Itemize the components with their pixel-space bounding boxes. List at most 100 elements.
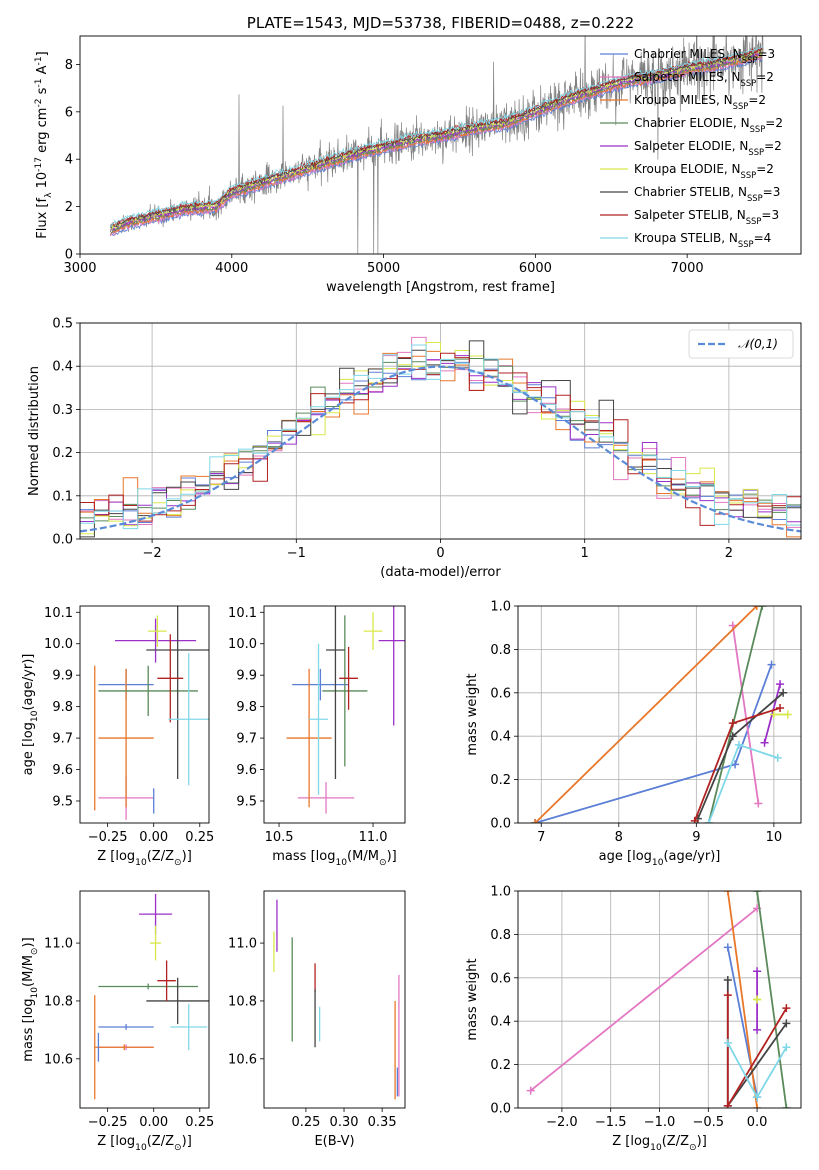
age-vs-Z-frame [79, 605, 210, 824]
y-tick-label: 11.0 [228, 937, 257, 952]
x-tick-label: −1 [287, 546, 306, 561]
y-tick-label: 0 [65, 248, 73, 263]
age-vs-Z-axes: −0.25 0.00 0.25 9.5 9.6 9.7 9.8 9.9 10.0 10.1 Z [l… [21, 606, 214, 868]
residual-histograms [80, 336, 801, 539]
weight-marker [782, 1004, 791, 1013]
residuals-axes: −2 −1 0 1 2 0.0 0.1 0.2 0.3 0.4 0.5 (data-model)/er… [27, 317, 801, 580]
figure-title: PLATE=1543, MJD=53738, FIBERID=0488, z=0… [247, 14, 634, 32]
age-vs-mass-frame [263, 605, 406, 824]
weight-vs-age-frame [517, 605, 802, 824]
weight-marker [783, 710, 792, 719]
y-tick-label: 0.6 [490, 971, 511, 986]
model-spectrum-line [110, 53, 763, 234]
x-axis-label: (data-model)/error [380, 565, 501, 580]
y-tick-label: 0.2 [490, 1058, 511, 1073]
age-vs-mass-points [286, 606, 405, 814]
y-tick-label: 0.8 [490, 928, 511, 943]
legend-entry: Chabrier ELODIE, NSSP=2 [634, 116, 783, 134]
weight-marker [728, 621, 737, 630]
x-tick-label: 0.25 [185, 830, 214, 845]
residuals-frame [79, 322, 802, 540]
mass-vs-EBV-axes: 0.25 0.30 0.35 10.6 10.8 11.0 E(B-V) [228, 937, 397, 1149]
y-tick-label: 10.0 [228, 637, 257, 652]
weight-marker [753, 891, 762, 895]
y-tick-label: 9.7 [236, 732, 257, 747]
x-tick-label: 10 [766, 830, 783, 845]
weight-marker [723, 943, 732, 952]
x-tick-label: 0.00 [139, 1115, 168, 1130]
y-tick-label: 9.9 [52, 669, 73, 684]
y-tick-label: 0.4 [52, 360, 73, 375]
x-tick-label: 7 [537, 830, 545, 845]
x-axis-label: Z [log10(Z/Z⊙)] [97, 1134, 192, 1153]
legend-entry: Salpeter STELIB, NSSP=3 [634, 208, 779, 226]
x-tick-label: 9 [692, 830, 700, 845]
weight-marker [782, 1043, 791, 1052]
y-tick-label: 9.7 [52, 732, 73, 747]
y-tick-label: 10.8 [44, 994, 73, 1009]
legend-entry: Chabrier MILES, NSSP=3 [634, 47, 775, 65]
weight-marker [773, 753, 782, 762]
weight-marker [753, 995, 762, 1004]
x-tick-label: −0.25 [88, 830, 128, 845]
x-tick-label: 0.25 [291, 1115, 320, 1130]
weight-marker [752, 606, 761, 610]
y-tick-label: 2 [65, 200, 73, 215]
legend-entry: Chabrier STELIB, NSSP=3 [634, 185, 780, 203]
weight-marker [704, 819, 713, 823]
x-tick-label: −0.5 [693, 1115, 725, 1130]
y-tick-label: 0.8 [490, 643, 511, 658]
weight-marker [754, 799, 763, 808]
x-tick-label: 11.0 [359, 830, 388, 845]
x-tick-label: 7000 [671, 261, 704, 276]
x-axis-label: Z [log10(Z/Z⊙)] [97, 849, 192, 868]
x-tick-label: 8 [615, 830, 623, 845]
x-tick-label: −0.25 [88, 1115, 128, 1130]
legend-entry: Kroupa ELODIE, NSSP=2 [634, 162, 774, 180]
y-tick-label: 0.3 [52, 403, 73, 418]
spectrum-axes: 3000 4000 5000 6000 7000 0 2 4 6 8 wavelength [Ang… [34, 51, 704, 295]
weight-marker [753, 1025, 762, 1034]
weight-marker [776, 680, 785, 689]
y-tick-label: 10.6 [228, 1052, 257, 1067]
mass-vs-EBV-points [273, 899, 400, 1100]
y-tick-label: 6 [65, 105, 73, 120]
x-axis-label: E(B-V) [314, 1134, 354, 1149]
weight-marker [769, 710, 778, 719]
y-tick-label: 10.1 [44, 606, 73, 621]
spectrum-frame [79, 35, 802, 255]
y-tick-label: 9.5 [52, 794, 73, 809]
weight-vs-Z-frame [517, 890, 802, 1109]
legend-entry: Salpeter MILES, NSSP=2 [634, 70, 774, 88]
age-vs-Z-points [94, 606, 209, 820]
y-tick-label: 0.0 [52, 533, 73, 548]
weight-marker [690, 816, 699, 823]
y-tick-label: 0.4 [490, 1015, 511, 1030]
weight-marker [767, 660, 776, 669]
model-spectrum-line [110, 47, 763, 229]
y-tick-label: 9.8 [52, 700, 73, 715]
weight-line [731, 625, 760, 804]
legend-entry: 𝒩(0,1) [738, 337, 778, 351]
weight-marker [728, 732, 737, 741]
y-tick-label: 10.1 [228, 606, 257, 621]
x-axis-label: age [log10(age/yr)] [599, 849, 721, 868]
y-tick-label: 8 [65, 58, 73, 73]
y-axis-label: Flux [fλ 10-17 erg cm-2 s-1 A-1] [34, 51, 54, 238]
y-tick-label: 4 [65, 153, 73, 168]
x-tick-label: −2 [143, 546, 162, 561]
weight-marker [723, 991, 732, 1000]
age-vs-mass-axes: 10.5 11.0 9.5 9.6 9.7 9.8 9.9 10.0 10.1 mass [log… [228, 606, 397, 868]
x-tick-label: 4000 [215, 261, 248, 276]
weight-vs-age-lines [531, 606, 792, 823]
y-axis-label: mass weight [465, 958, 480, 1040]
weight-marker [753, 1104, 762, 1108]
legend-entry: Salpeter ELODIE, NSSP=2 [634, 139, 782, 157]
x-tick-label: 6000 [519, 261, 552, 276]
y-tick-label: 9.6 [52, 763, 73, 778]
legend-entry: Kroupa MILES, NSSP=2 [634, 93, 766, 111]
weight-marker [723, 975, 732, 984]
x-axis-label: wavelength [Angstrom, rest frame] [326, 280, 555, 295]
x-tick-label: 3000 [63, 261, 96, 276]
